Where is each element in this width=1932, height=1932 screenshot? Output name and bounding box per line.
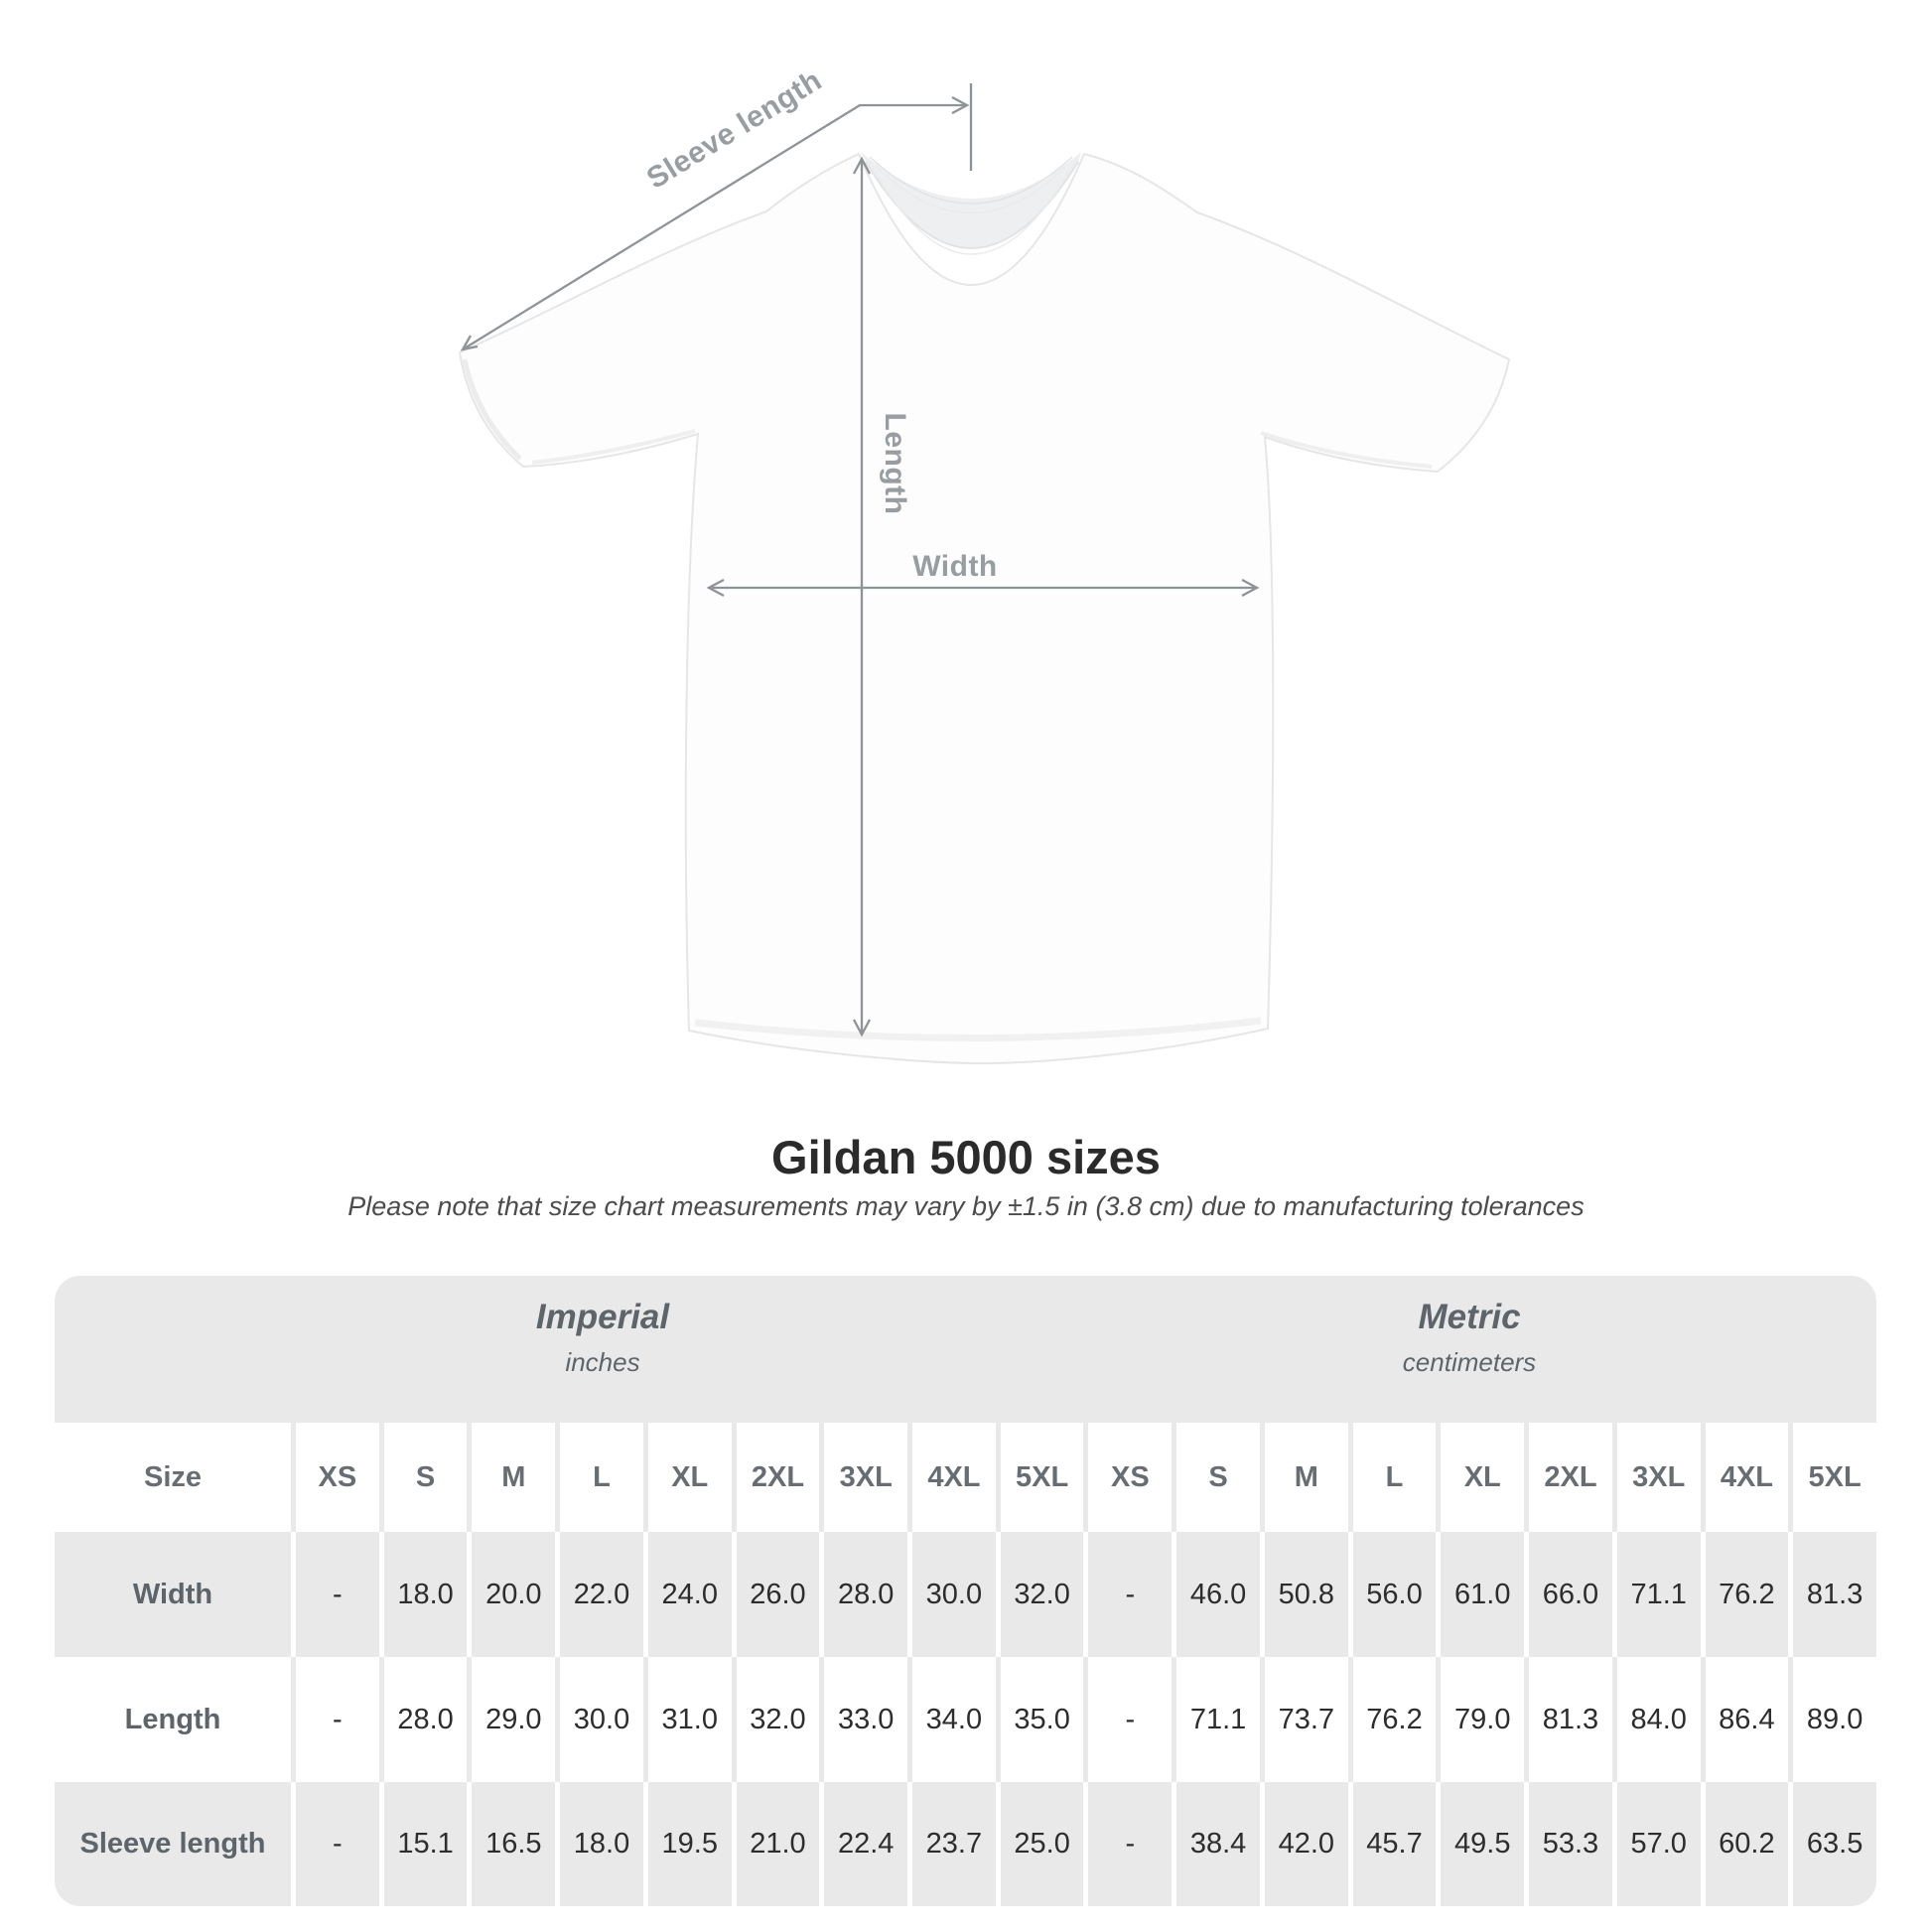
column-header-metric-l: L xyxy=(1352,1423,1437,1532)
table-header-row: Size XS S M L XL 2XL 3XL 4XL 5XL XS S M L XL 2XL 3XL 4XL… xyxy=(55,1423,1876,1532)
table-cell: 49.5 xyxy=(1441,1782,1525,1906)
table-cell: 76.2 xyxy=(1352,1657,1437,1782)
metric-unit-label: centimeters xyxy=(1402,1347,1537,1377)
table-cell: 18.0 xyxy=(383,1532,468,1657)
table-cell: - xyxy=(1088,1532,1173,1657)
table-cell: 89.0 xyxy=(1793,1657,1876,1782)
table-cell: 50.8 xyxy=(1264,1532,1348,1657)
column-header-metric-xs: XS xyxy=(1088,1423,1173,1532)
width-arrow xyxy=(706,578,1260,598)
column-header-metric-m: M xyxy=(1264,1423,1348,1532)
width-label: Width xyxy=(912,550,998,583)
table-cell: 35.0 xyxy=(1000,1657,1084,1782)
table-cell: - xyxy=(296,1532,379,1657)
table-cell: 30.0 xyxy=(912,1532,996,1657)
table-cell: 56.0 xyxy=(1352,1532,1437,1657)
row-label-length: Length xyxy=(55,1657,291,1782)
table-cell: 21.0 xyxy=(736,1782,820,1906)
table-cell: 53.3 xyxy=(1529,1782,1612,1906)
table-cell: 57.0 xyxy=(1616,1782,1701,1906)
table-cell: 30.0 xyxy=(560,1657,643,1782)
table-cell: - xyxy=(296,1657,379,1782)
length-arrow xyxy=(852,156,872,1037)
table-cell: 28.0 xyxy=(383,1657,468,1782)
metric-label: Metric xyxy=(1418,1298,1521,1336)
table-cell: 33.0 xyxy=(824,1657,908,1782)
column-header-imperial-s: S xyxy=(383,1423,468,1532)
table-cell: 71.1 xyxy=(1176,1657,1260,1782)
table-cell: 24.0 xyxy=(647,1532,732,1657)
column-header-metric-5xl: 5XL xyxy=(1793,1423,1876,1532)
table-cell: 19.5 xyxy=(647,1782,732,1906)
table-cell: 32.0 xyxy=(736,1657,820,1782)
table-cell: 20.0 xyxy=(472,1532,556,1657)
tolerance-note: Please note that size chart measurements… xyxy=(347,1191,1585,1221)
column-header-imperial-2xl: 2XL xyxy=(736,1423,820,1532)
table-cell: 16.5 xyxy=(472,1782,556,1906)
table-cell: - xyxy=(1088,1657,1173,1782)
tshirt-shape xyxy=(458,152,1511,1065)
measurement-arrows xyxy=(460,83,1260,1037)
table-cell: 15.1 xyxy=(383,1782,468,1906)
table-cell: 29.0 xyxy=(472,1657,556,1782)
column-header-imperial-l: L xyxy=(560,1423,643,1532)
table-cell: 79.0 xyxy=(1441,1657,1525,1782)
table-row-sleeve-length: Sleeve length -15.1 16.5 18.0 19.5 21.0 22.4 2… xyxy=(55,1782,1876,1906)
column-header-imperial-m: M xyxy=(472,1423,556,1532)
row-label-sleeve-length: Sleeve length xyxy=(55,1782,291,1906)
table-cell: 23.7 xyxy=(912,1782,996,1906)
imperial-unit-label: inches xyxy=(565,1347,640,1377)
table-cell: 22.0 xyxy=(560,1532,643,1657)
table-row-length: Length -28.0 29.0 30.0 31.0 32.0 33.0 34.0 35.0… xyxy=(55,1657,1876,1782)
table-cell: 18.0 xyxy=(560,1782,643,1906)
column-header-metric-2xl: 2XL xyxy=(1529,1423,1612,1532)
table-cell: 73.7 xyxy=(1264,1657,1348,1782)
imperial-section-header: Imperial inches xyxy=(536,1300,669,1375)
table-cell: - xyxy=(1088,1782,1173,1906)
table-cell: 42.0 xyxy=(1264,1782,1348,1906)
table-cell: 26.0 xyxy=(736,1532,820,1657)
row-label-width: Width xyxy=(55,1532,291,1657)
size-table: Imperial inches Metric centimeters Size … xyxy=(55,1276,1876,1906)
table-cell: 60.2 xyxy=(1705,1782,1789,1906)
column-header-imperial-3xl: 3XL xyxy=(824,1423,908,1532)
table-cell: 34.0 xyxy=(912,1657,996,1782)
table-row-width: Width -18.0 20.0 22.0 24.0 26.0 28.0 30.0 32.0-… xyxy=(55,1532,1876,1657)
table-cell: 28.0 xyxy=(824,1532,908,1657)
table-cell: 46.0 xyxy=(1176,1532,1260,1657)
metric-section-header: Metric centimeters xyxy=(1403,1300,1536,1375)
column-header-imperial-xl: XL xyxy=(647,1423,732,1532)
page-title: Gildan 5000 sizes xyxy=(771,1131,1161,1183)
length-label: Length xyxy=(879,412,911,515)
column-header-metric-xl: XL xyxy=(1441,1423,1525,1532)
table-cell: 38.4 xyxy=(1176,1782,1260,1906)
column-header-imperial-xs: XS xyxy=(296,1423,379,1532)
column-header-metric-3xl: 3XL xyxy=(1616,1423,1701,1532)
table-cell: 81.3 xyxy=(1793,1532,1876,1657)
sleeve-length-arrow xyxy=(460,83,973,351)
column-header-metric-s: S xyxy=(1176,1423,1260,1532)
column-header-metric-4xl: 4XL xyxy=(1705,1423,1789,1532)
table-cell: 45.7 xyxy=(1352,1782,1437,1906)
table-cell: 25.0 xyxy=(1000,1782,1084,1906)
column-header-imperial-5xl: 5XL xyxy=(1000,1423,1084,1532)
column-header-imperial-4xl: 4XL xyxy=(912,1423,996,1532)
table-cell: 66.0 xyxy=(1529,1532,1612,1657)
table-cell: 84.0 xyxy=(1616,1657,1701,1782)
table-cell: 61.0 xyxy=(1441,1532,1525,1657)
table-cell: 31.0 xyxy=(647,1657,732,1782)
table-cell: 76.2 xyxy=(1705,1532,1789,1657)
size-column-header: Size xyxy=(55,1423,291,1532)
table-cell: 22.4 xyxy=(824,1782,908,1906)
table-cell: 86.4 xyxy=(1705,1657,1789,1782)
table-cell: 32.0 xyxy=(1000,1532,1084,1657)
table-cell: 71.1 xyxy=(1616,1532,1701,1657)
table-cell: 63.5 xyxy=(1793,1782,1876,1906)
table-cell: 81.3 xyxy=(1529,1657,1612,1782)
unit-header-band: Imperial inches Metric centimeters xyxy=(55,1276,1876,1423)
table-cell: - xyxy=(296,1782,379,1906)
imperial-label: Imperial xyxy=(535,1298,670,1336)
